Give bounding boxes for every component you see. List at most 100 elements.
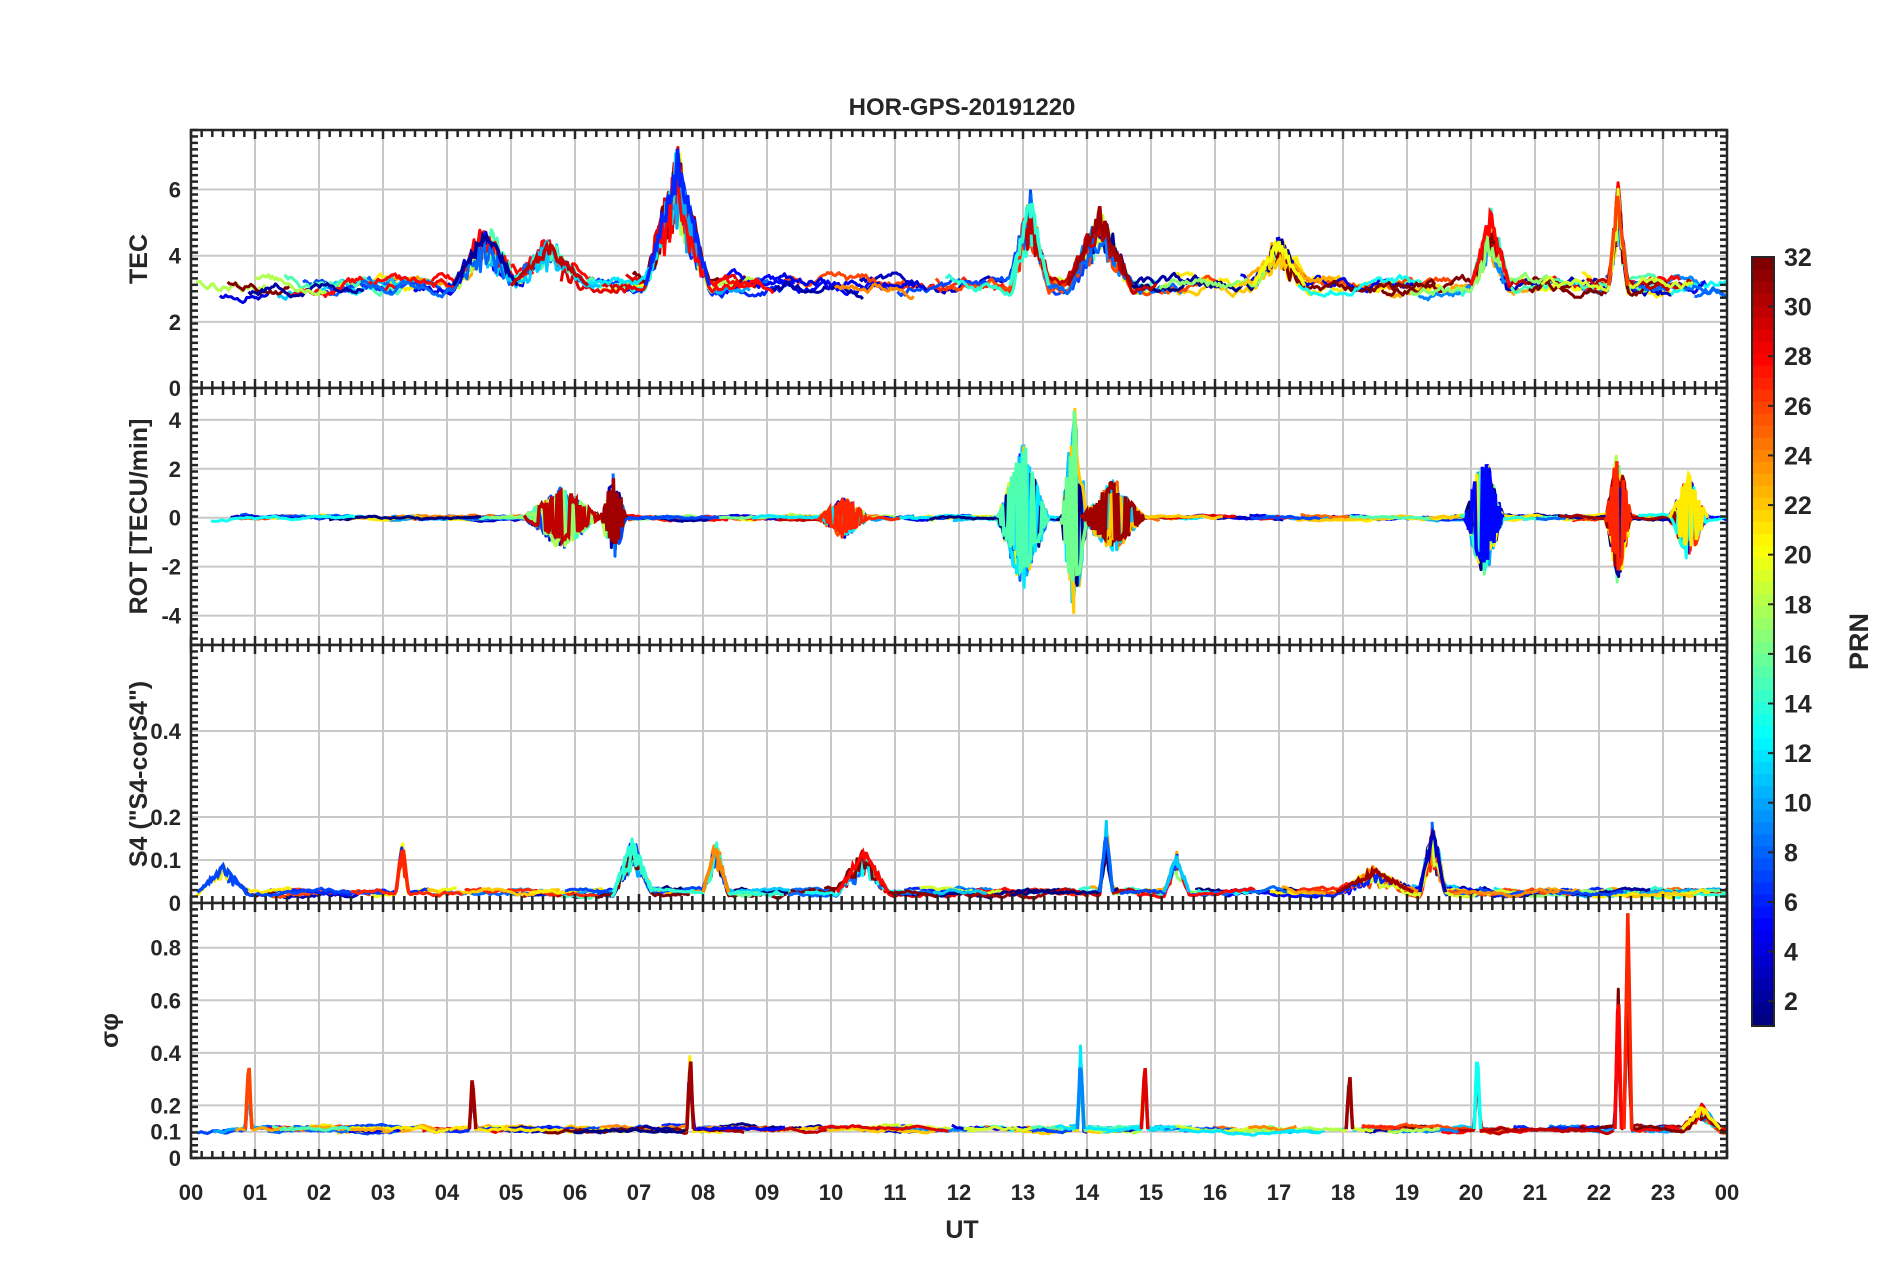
y-tick-label: 0 — [169, 1146, 181, 1171]
colorbar-tick-label: 30 — [1784, 294, 1812, 322]
prn-trace — [932, 888, 988, 896]
colorbar-swatch — [1752, 605, 1774, 619]
prn-trace — [1631, 890, 1694, 899]
colorbar-swatch — [1752, 473, 1774, 486]
panel-4-series — [197, 913, 1727, 1137]
prn-trace — [1349, 514, 1431, 521]
event-trace — [1079, 481, 1146, 544]
x-tick-label: 04 — [435, 1180, 460, 1205]
colorbar-tick-label: 24 — [1784, 442, 1812, 470]
x-tick-label: 02 — [307, 1180, 331, 1205]
colorbar-swatch — [1752, 533, 1774, 546]
colorbar-swatch — [1752, 425, 1774, 438]
colorbar-swatch — [1752, 917, 1774, 931]
x-tick-label: 17 — [1267, 1180, 1291, 1205]
y-tick-label: 2 — [169, 457, 181, 482]
prn-trace — [1178, 1128, 1324, 1137]
x-tick-label: 09 — [755, 1180, 779, 1205]
prn-trace — [1387, 1127, 1441, 1135]
event-trace — [1251, 238, 1307, 287]
event-trace — [611, 842, 654, 893]
y-tick-label: 2 — [169, 310, 181, 335]
colorbar-swatch — [1752, 341, 1774, 354]
event-trace — [685, 1061, 696, 1130]
x-tick-label: 13 — [1011, 1180, 1035, 1205]
colorbar-swatch — [1752, 353, 1774, 366]
event-trace — [598, 478, 628, 545]
colorbar-swatch — [1752, 713, 1774, 727]
colorbar-swatch — [1752, 977, 1774, 991]
event-trace — [394, 849, 411, 893]
colorbar-frame — [1751, 256, 1775, 1027]
panel-1-series — [195, 146, 1727, 305]
event-trace — [1344, 1077, 1355, 1130]
event-trace — [817, 496, 871, 536]
event-trace — [1162, 855, 1191, 893]
prn-trace — [1637, 481, 1727, 560]
colorbar-swatch — [1752, 329, 1774, 342]
colorbar-tick-label: 32 — [1784, 244, 1812, 272]
x-tick-label: 19 — [1395, 1180, 1419, 1205]
colorbar-swatch — [1752, 845, 1774, 859]
panel-2-series — [210, 407, 1727, 615]
panel-4-ylabel: σφ — [96, 1013, 124, 1048]
prn-trace — [817, 1124, 949, 1133]
colorbar-swatch — [1752, 953, 1774, 967]
colorbar-swatch — [1752, 929, 1774, 943]
y-tick-label: 0 — [169, 376, 181, 401]
colorbar-swatch — [1752, 317, 1774, 330]
prn-trace — [1528, 277, 1572, 294]
prn-trace — [1031, 1063, 1140, 1132]
event-trace — [451, 229, 519, 287]
colorbar-swatch — [1752, 617, 1774, 631]
prn-trace — [1158, 252, 1277, 291]
prn-trace — [945, 215, 1036, 297]
event-trace — [1418, 827, 1448, 893]
event-trace — [1472, 1061, 1483, 1130]
event-trace — [643, 148, 712, 287]
event-trace — [1008, 202, 1051, 286]
colorbar-swatch — [1752, 869, 1774, 883]
prn-trace — [1409, 227, 1550, 297]
colorbar-swatch — [1752, 941, 1774, 955]
colorbar-swatch — [1752, 497, 1774, 510]
y-tick-label: 0.4 — [150, 1041, 181, 1066]
panel-3: 0 0.1 0.2 0.4S4 ("S4-corS4") — [125, 643, 1729, 916]
colorbar-tick-label: 28 — [1784, 343, 1812, 371]
prn-trace — [1579, 960, 1726, 1134]
event-trace — [1622, 913, 1634, 1130]
event-trace — [1469, 206, 1512, 286]
colorbar-swatch — [1752, 545, 1774, 558]
colorbar-swatch — [1752, 689, 1774, 703]
y-tick-label: 0.1 — [150, 848, 181, 873]
prn-trace — [833, 282, 915, 301]
y-tick-label: 0.6 — [150, 988, 181, 1013]
colorbar-swatch — [1752, 281, 1774, 294]
colorbar-swatch — [1752, 833, 1774, 847]
colorbar-swatch — [1752, 581, 1774, 595]
event-trace — [243, 1067, 254, 1130]
y-tick-label: 0 — [169, 891, 181, 916]
colorbar-swatch — [1752, 569, 1774, 583]
x-tick-label: 03 — [371, 1180, 395, 1205]
prn-trace — [266, 846, 430, 897]
x-tick-labels: 00 01 02 03 04 05 06 07 08 09 10 11 12 13 14 15 16 17 18 19… — [179, 1180, 1739, 1205]
prn-trace — [1392, 1127, 1461, 1134]
x-tick-label: 07 — [627, 1180, 651, 1205]
colorbar-swatch — [1752, 785, 1774, 799]
colorbar-swatch — [1752, 293, 1774, 306]
x-tick-label: 12 — [947, 1180, 971, 1205]
prn-trace — [254, 273, 328, 297]
prn-trace — [1295, 514, 1462, 523]
colorbar-swatch — [1752, 809, 1774, 823]
event-trace — [835, 847, 890, 894]
colorbar-swatch — [1752, 437, 1774, 450]
event-trace — [1667, 469, 1710, 547]
prn-trace — [1295, 881, 1352, 893]
colorbar-swatch — [1752, 269, 1774, 282]
colorbar-swatch — [1752, 557, 1774, 571]
prn-trace — [1250, 514, 1321, 521]
event-trace — [1066, 205, 1134, 287]
colorbar-tick-label: 12 — [1784, 740, 1812, 768]
